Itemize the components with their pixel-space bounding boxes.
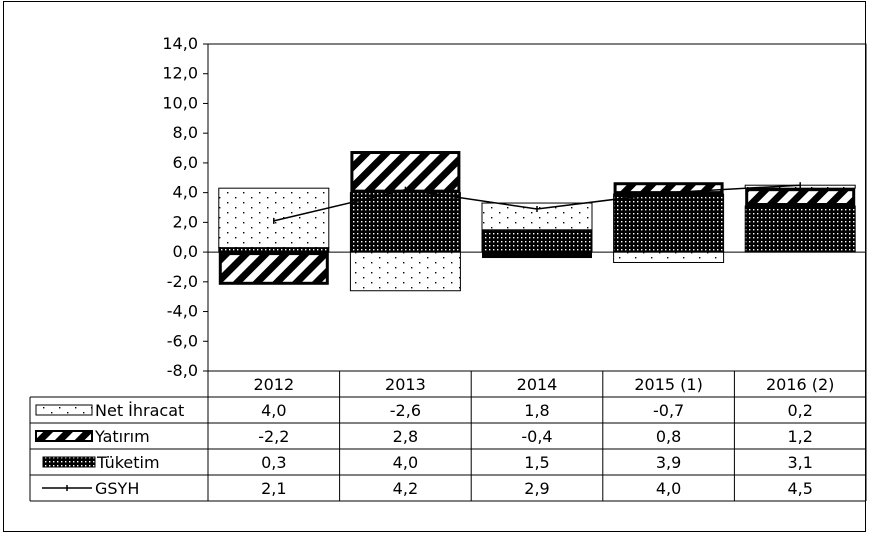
series-name: Tüketim [96,453,160,472]
table-value: 3,9 [656,453,681,472]
table-value: 2,1 [261,479,286,498]
bar-dense [613,193,725,253]
y-tick-label: -6,0 [167,331,198,350]
bar-hatch [482,252,592,259]
bar-hatch [745,188,856,207]
y-tick-label: 12,0 [162,64,198,83]
legend-key-dots [35,404,93,416]
y-tick-label: 0,0 [173,242,198,261]
x-category-label: 2015 (1) [634,375,702,394]
bar-dots [349,251,461,292]
x-category-label: 2016 (2) [766,375,834,394]
bar-hatch [218,252,329,285]
table-value: 1,5 [524,453,549,472]
table-value: 4,5 [787,479,812,498]
table-value: 1,8 [524,401,549,420]
bar-dots [613,251,725,263]
x-category-label: 2014 [517,375,558,394]
bar-dense [218,247,330,253]
table-value: 4,0 [656,479,681,498]
bar-dense [481,229,593,253]
plot-border [207,43,867,372]
y-tick-label: -8,0 [167,361,198,380]
series-name: GSYH [95,479,139,498]
table-value: 3,1 [787,453,812,472]
x-category-label: 2013 [385,375,426,394]
bar-hatch [350,151,461,193]
table-value: 0,8 [656,427,681,446]
x-category-label: 2012 [253,375,294,394]
series-name: Net İhracat [95,401,184,420]
table-value: -0,4 [521,427,552,446]
table-value: 0,3 [261,453,286,472]
y-tick-label: 2,0 [173,212,198,231]
table-value: 2,8 [393,427,418,446]
y-tick-label: -2,0 [167,272,198,291]
table-value: 0,2 [787,401,812,420]
table-value: -0,7 [653,401,684,420]
y-tick-label: -4,0 [167,302,198,321]
table-value: 1,2 [787,427,812,446]
legend-key-dense [42,456,96,468]
y-tick-label: 4,0 [173,183,198,202]
table-value: -2,2 [258,427,289,446]
plot-area: 14,0 12,0 10,0 8,0 6,0 4,0 2,0 0,0 -2,0 -4,0 -6,0 -… [162,34,867,380]
table-value: 4,2 [393,479,418,498]
data-table: 2012 2013 2014 2015 (1) 2016 (2) Net İhracat 4… [29,371,867,502]
table-value: -2,6 [390,401,421,420]
y-tick-label: 8,0 [173,123,198,142]
y-tick-label: 14,0 [162,34,198,53]
y-tick-label: 6,0 [173,153,198,172]
y-tick-label: 10,0 [162,93,198,112]
table-value: 2,9 [524,479,549,498]
legend-key-hatch [35,430,93,442]
bar-dense [349,192,461,253]
table-value: 4,0 [393,453,418,472]
series-name: Yatırım [94,427,150,446]
table-value: 4,0 [261,401,286,420]
bar-dense [744,205,856,253]
